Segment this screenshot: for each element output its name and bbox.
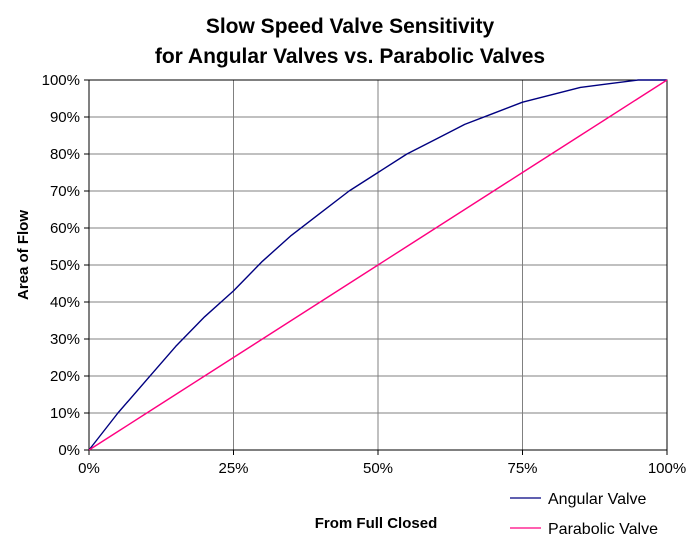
y-tick-label-10: 10% <box>50 405 80 422</box>
legend-label-angular-valve: Angular Valve <box>548 491 647 508</box>
x-axis-label: From Full Closed <box>315 515 438 532</box>
y-tick-label-50: 50% <box>50 257 80 274</box>
y-tick-label-20: 20% <box>50 368 80 385</box>
x-tick-label-25: 25% <box>218 460 248 477</box>
y-tick-label-70: 70% <box>50 183 80 200</box>
y-tick-label-100: 100% <box>42 72 80 89</box>
y-tick-label-0: 0% <box>58 442 80 459</box>
y-tick-label-80: 80% <box>50 146 80 163</box>
chart-title-line-2: for Angular Valves vs. Parabolic Valves <box>155 45 545 68</box>
y-tick-label-30: 30% <box>50 331 80 348</box>
chart-title-line-1: Slow Speed Valve Sensitivity <box>206 15 495 38</box>
legend: Angular Valve Parabolic Valve <box>510 491 658 538</box>
tick-layer: 0% 10% 20% 30% 40% 50% 60% 70% 80% 90% 100% 0% 25% 50… <box>42 72 687 477</box>
legend-label-parabolic-valve: Parabolic Valve <box>548 521 658 538</box>
series-line-parabolic-valve <box>88 79 668 451</box>
x-tick-label-0: 0% <box>78 460 100 477</box>
x-tick-label-50: 50% <box>363 460 393 477</box>
x-tick-label-75: 75% <box>507 460 537 477</box>
series-line-angular-valve <box>88 79 667 451</box>
y-tick-label-90: 90% <box>50 109 80 126</box>
y-tick-label-40: 40% <box>50 294 80 311</box>
y-axis-label: Area of Flow <box>15 210 32 300</box>
series-layer <box>88 79 668 451</box>
y-tick-label-60: 60% <box>50 220 80 237</box>
x-tick-label-100: 100% <box>648 460 686 477</box>
